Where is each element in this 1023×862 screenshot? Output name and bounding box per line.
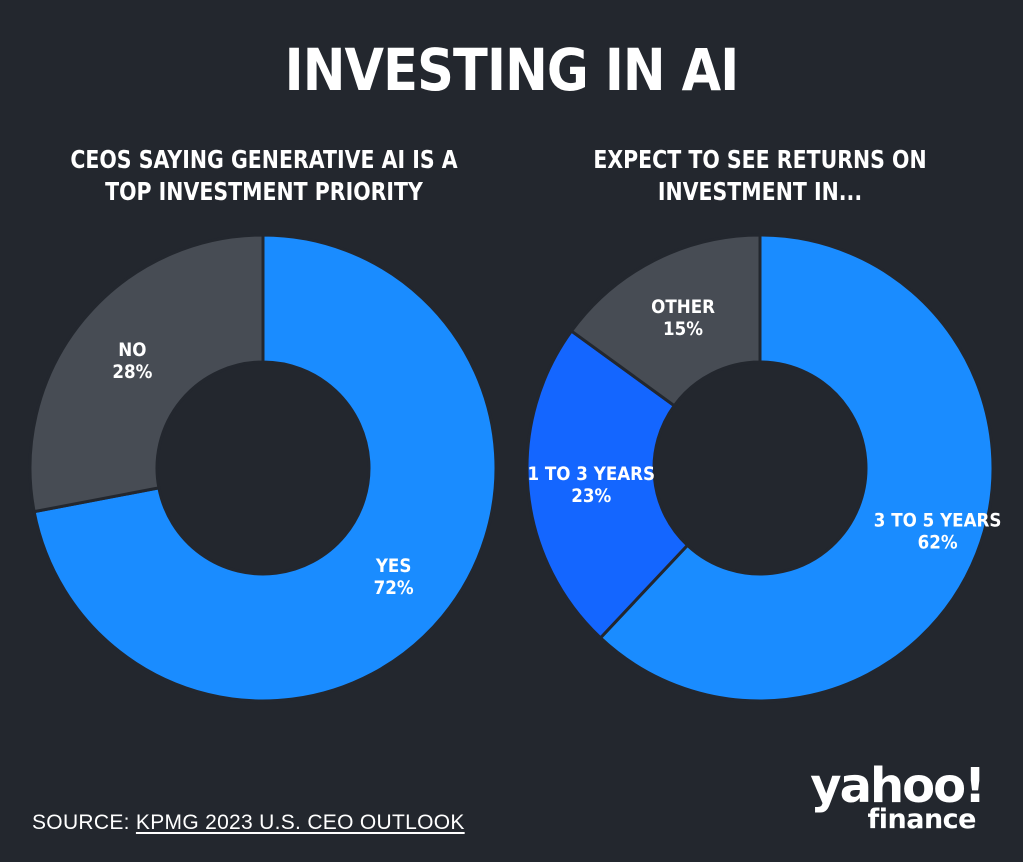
slice-label-name: 3 TO 5 YEARS [874, 509, 1002, 531]
source-note: SOURCE: KPMG 2023 U.S. CEO OUTLOOK [32, 811, 465, 835]
donut-slice-no [28, 233, 265, 514]
chart-title-priority: CEOS SAYING GENERATIVE AI IS A TOP INVES… [70, 145, 458, 206]
logo-yahoo-text: yahoo! [810, 758, 986, 814]
slice-label-value: 28% [112, 361, 152, 383]
chart-title-returns: EXPECT TO SEE RETURNS ON INVESTMENT IN..… [593, 145, 927, 206]
donut-slice-yes [32, 233, 498, 703]
donut-slice-3-to-5-years [598, 233, 995, 703]
slice-label-value: 15% [663, 318, 703, 340]
slice-label-value: 23% [571, 485, 611, 507]
slice-label-name: NO [118, 339, 146, 361]
yahoo-finance-logo: yahoo! finance [810, 758, 992, 840]
slice-label-name: 1 TO 3 YEARS [527, 463, 655, 485]
logo-finance-text: finance [867, 804, 977, 835]
source-prefix: SOURCE: [32, 811, 136, 834]
source-link[interactable]: KPMG 2023 U.S. CEO OUTLOOK [135, 811, 465, 834]
slice-label-name: YES [375, 555, 411, 577]
slice-label-value: 62% [918, 531, 958, 553]
donut-slice-other [569, 233, 762, 408]
slice-label-value: 72% [374, 577, 414, 599]
slice-label-name: OTHER [651, 296, 715, 318]
donut-slice-1-to-3-years [525, 328, 690, 640]
page-title: INVESTING IN AI [284, 36, 740, 104]
